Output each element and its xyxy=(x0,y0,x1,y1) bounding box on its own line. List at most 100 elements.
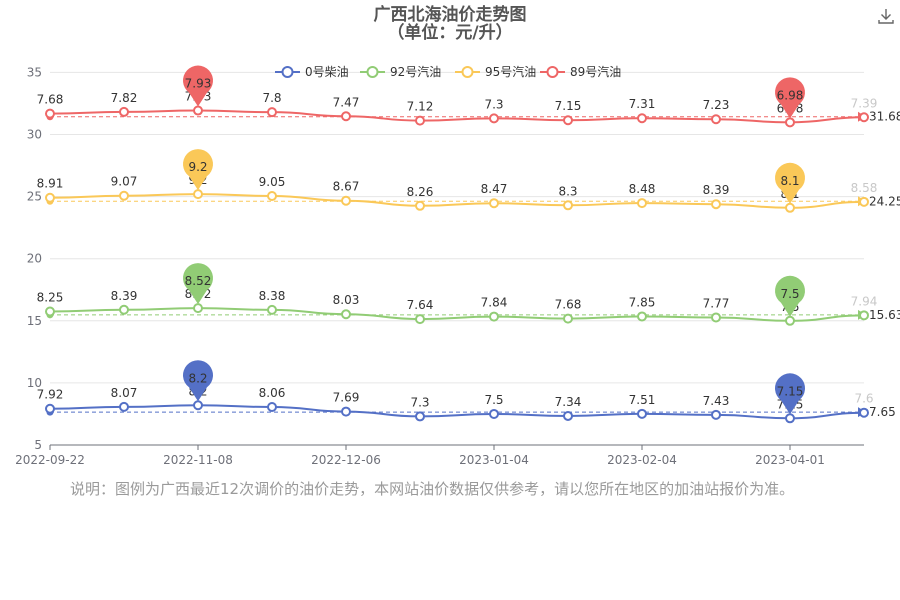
average-label: 31.68 xyxy=(869,110,900,124)
pin-marker: 7.93 xyxy=(183,65,214,107)
pin-label: 8.52 xyxy=(185,274,212,288)
pin-shape xyxy=(183,360,213,402)
chart-subtitle: （单位：元/升） xyxy=(387,22,512,43)
data-label: 7.31 xyxy=(629,97,656,111)
data-point xyxy=(45,108,55,119)
series-line xyxy=(49,307,865,322)
data-label: 7.64 xyxy=(407,298,434,312)
pin-label: 6.98 xyxy=(777,88,804,102)
data-label: 7.51 xyxy=(629,393,656,407)
data-point xyxy=(785,315,795,326)
data-label: 8.06 xyxy=(259,386,286,400)
legend-label: 92号汽油 xyxy=(390,64,441,79)
legend-item[interactable]: 0号柴油 xyxy=(275,65,349,79)
data-point xyxy=(415,200,425,211)
data-label: 8.25 xyxy=(37,290,64,304)
pin-marker: 7.15 xyxy=(775,373,806,415)
data-point xyxy=(267,304,277,315)
x-tick-label: 2023-01-04 xyxy=(459,453,529,467)
data-label: 7.94 xyxy=(851,294,878,308)
data-label: 7.6 xyxy=(854,392,873,406)
series-2: 24.25 8.91 9.07 9.2 9.05 8.67 8.26 8.47 8.3 8.48 8… xyxy=(37,149,900,213)
y-tick-label: 30 xyxy=(27,128,42,142)
data-point xyxy=(45,192,55,203)
data-point xyxy=(859,310,869,321)
data-point xyxy=(859,196,869,207)
data-point xyxy=(119,190,129,201)
legend-item[interactable]: 95号汽油 xyxy=(455,64,536,79)
average-label: 7.65 xyxy=(869,405,896,419)
legend-marker xyxy=(366,66,379,78)
data-point xyxy=(193,303,203,314)
data-point xyxy=(193,400,203,411)
data-label: 7.92 xyxy=(37,388,64,402)
data-point xyxy=(785,117,795,128)
download-icon[interactable] xyxy=(876,6,896,26)
data-label: 8.39 xyxy=(111,289,138,303)
pin-marker: 8.1 xyxy=(775,162,805,204)
data-label: 8.48 xyxy=(629,182,656,196)
series-line xyxy=(49,193,865,209)
y-tick-label: 10 xyxy=(27,376,42,390)
data-point xyxy=(859,112,869,123)
pin-marker: 9.2 xyxy=(183,149,214,191)
pin-shape xyxy=(775,275,806,317)
pin-marker: 7.5 xyxy=(775,275,806,317)
data-label: 7.39 xyxy=(851,96,878,110)
data-point xyxy=(637,311,647,322)
data-label: 7.82 xyxy=(111,91,138,105)
data-point xyxy=(563,115,573,126)
data-point xyxy=(637,198,647,209)
data-label: 7.85 xyxy=(629,295,656,309)
data-label: 7.15 xyxy=(555,99,582,113)
data-label: 8.03 xyxy=(333,293,360,307)
data-label: 7.3 xyxy=(484,97,503,111)
data-label: 8.67 xyxy=(333,180,360,194)
series-line xyxy=(49,109,865,124)
data-label: 7.77 xyxy=(703,296,730,310)
pin-marker: 6.98 xyxy=(775,77,805,119)
pin-shape xyxy=(183,149,214,191)
data-point xyxy=(119,304,129,315)
series-3: 31.68 7.68 7.82 7.93 7.8 7.47 7.12 7.3 7.15 7.31 7… xyxy=(37,65,900,128)
data-label: 8.26 xyxy=(407,185,434,199)
data-point xyxy=(711,199,721,210)
pin-label: 8.1 xyxy=(780,174,799,188)
legend-item[interactable]: 89号汽油 xyxy=(540,64,621,79)
data-point xyxy=(267,190,277,201)
data-point xyxy=(415,314,425,325)
series-line xyxy=(49,404,865,420)
data-label: 7.23 xyxy=(703,98,730,112)
x-tick-label: 2023-04-01 xyxy=(755,453,825,467)
data-label: 8.91 xyxy=(37,177,64,191)
data-point xyxy=(489,113,499,124)
data-point xyxy=(785,413,795,424)
data-label: 7.5 xyxy=(484,393,503,407)
x-tick-label: 2022-11-08 xyxy=(163,453,233,467)
legend-marker xyxy=(461,66,474,78)
data-point xyxy=(489,408,499,419)
data-point xyxy=(563,410,573,421)
legend-item[interactable]: 92号汽油 xyxy=(360,64,441,79)
data-point xyxy=(711,312,721,323)
data-label: 9.07 xyxy=(111,175,138,189)
legend-marker xyxy=(281,66,294,78)
data-label: 7.3 xyxy=(410,395,429,409)
y-tick-label: 35 xyxy=(27,65,42,79)
legend-label: 95号汽油 xyxy=(485,64,536,79)
data-label: 8.07 xyxy=(111,386,138,400)
pin-label: 7.93 xyxy=(185,77,212,91)
pin-label: 8.2 xyxy=(188,371,207,385)
pin-shape xyxy=(183,65,214,107)
data-point xyxy=(193,189,203,200)
data-point xyxy=(711,409,721,420)
data-point xyxy=(119,401,129,412)
data-point xyxy=(415,411,425,422)
data-label: 8.39 xyxy=(703,183,730,197)
y-tick-label: 5 xyxy=(34,438,42,452)
pin-marker: 8.52 xyxy=(183,263,213,305)
pin-shape xyxy=(775,373,806,415)
data-label: 7.69 xyxy=(333,391,360,405)
legend-label: 0号柴油 xyxy=(305,65,349,79)
